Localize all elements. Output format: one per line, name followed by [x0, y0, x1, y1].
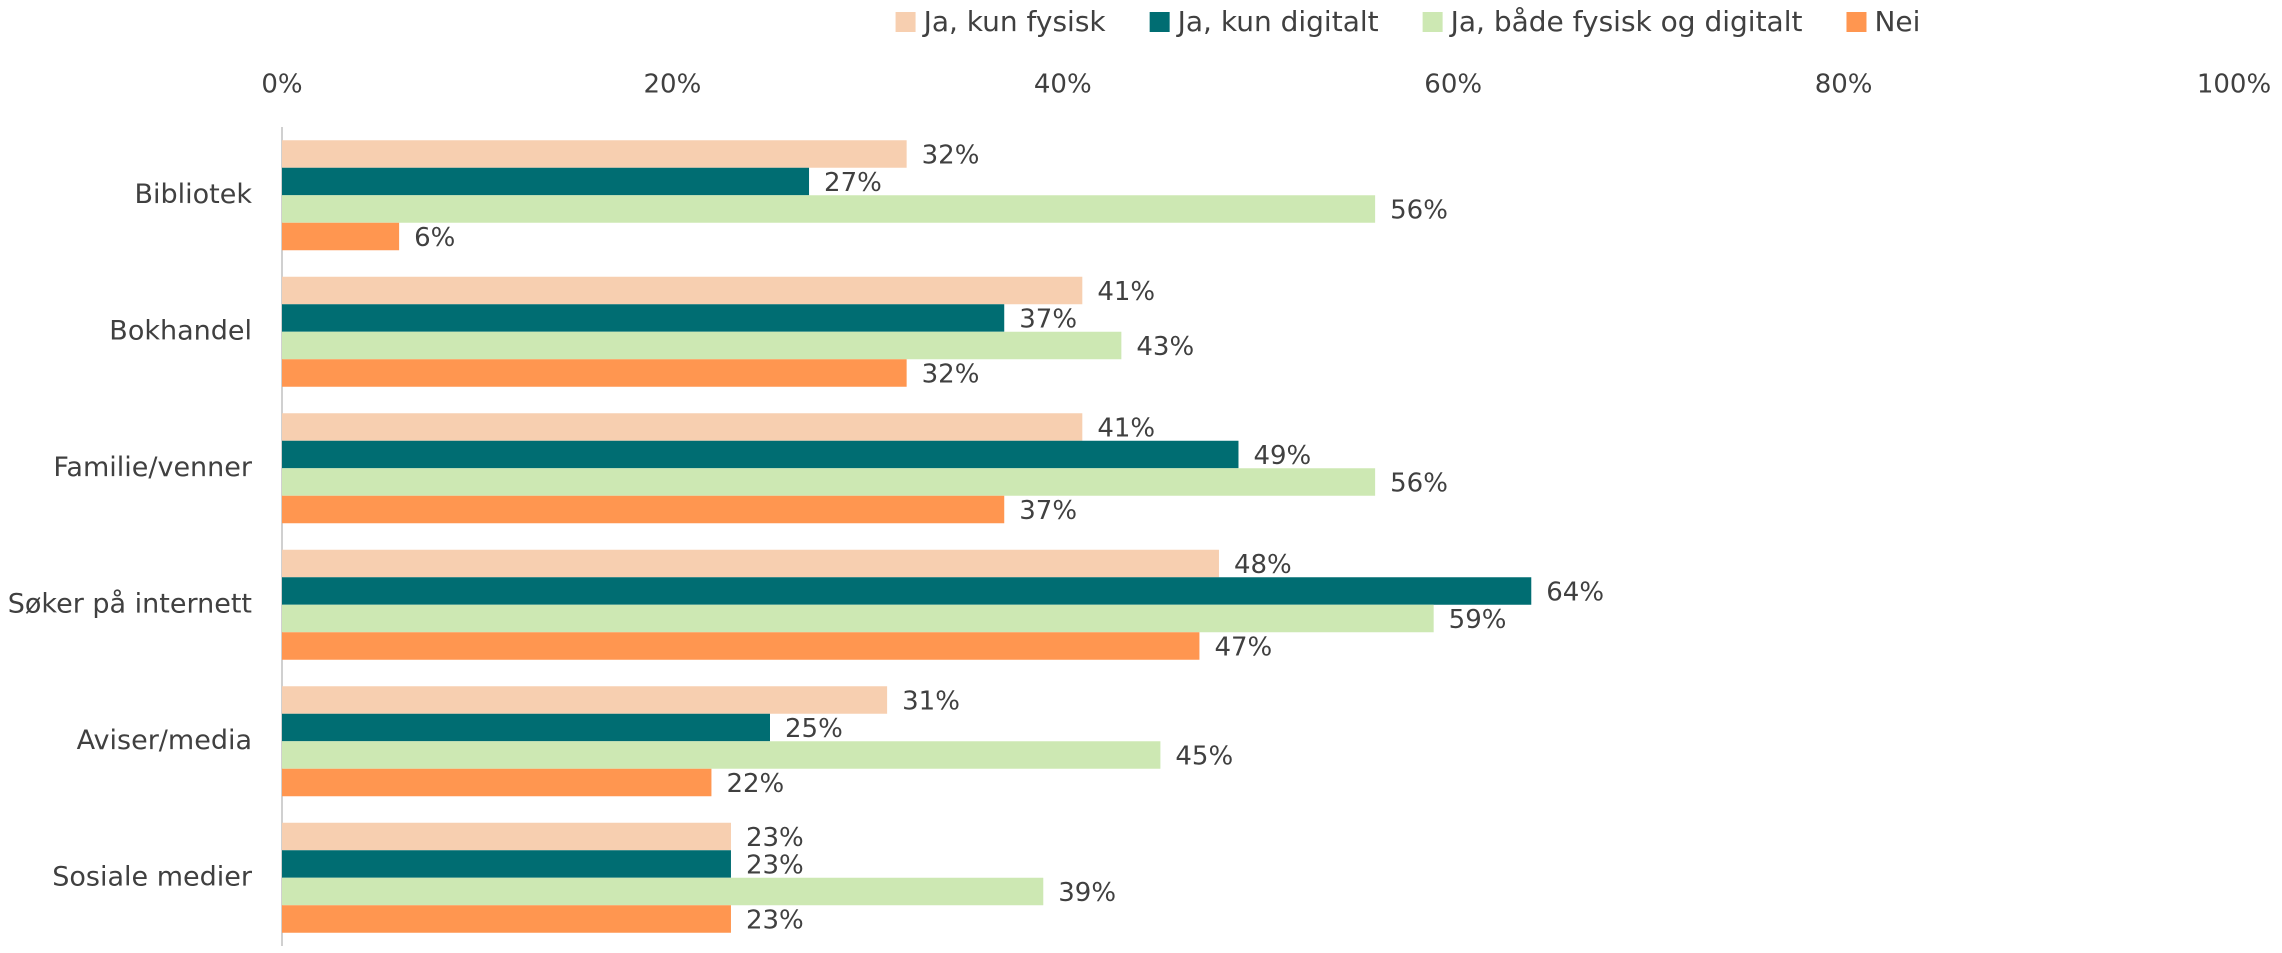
bar: [282, 495, 1005, 524]
value-label: 23%: [746, 851, 804, 881]
bar: [282, 222, 400, 251]
category-label: Aviser/media: [77, 725, 252, 756]
value-label: 23%: [746, 906, 804, 936]
bar: [282, 140, 907, 168]
legend-label: Ja, kun fysisk: [922, 5, 1107, 38]
value-label: 56%: [1390, 196, 1448, 226]
x-tick-label: 100%: [2197, 70, 2271, 100]
x-tick-label: 40%: [1034, 70, 1092, 100]
bar: [282, 822, 731, 851]
legend-swatch: [1149, 12, 1170, 32]
value-label: 27%: [824, 168, 882, 198]
bar: [282, 713, 770, 742]
bar: [282, 577, 1532, 605]
value-label: 43%: [1136, 332, 1194, 362]
category-label: Bokhandel: [109, 315, 252, 346]
bar: [282, 850, 731, 878]
value-label: 47%: [1214, 633, 1272, 663]
value-label: 23%: [746, 823, 804, 853]
bar: [282, 195, 1376, 223]
category-label: Søker på internett: [8, 588, 252, 619]
bar: [282, 276, 1083, 305]
value-label: 6%: [414, 223, 455, 253]
x-tick-label: 0%: [261, 70, 302, 100]
bar: [282, 304, 1005, 332]
bar: [282, 604, 1434, 633]
value-label: 59%: [1449, 605, 1507, 635]
x-tick-label: 80%: [1815, 70, 1873, 100]
bar: [282, 359, 907, 387]
bar: [282, 549, 1219, 578]
bar: [282, 468, 1376, 496]
value-label: 41%: [1097, 277, 1155, 307]
bar: [282, 331, 1122, 360]
value-label: 32%: [922, 141, 980, 171]
bar: [282, 741, 1161, 769]
bar: [282, 413, 1083, 441]
value-label: 64%: [1546, 578, 1604, 608]
bar: [282, 905, 731, 933]
legend-swatch: [895, 12, 916, 32]
legend-label: Ja, både fysisk og digitalt: [1449, 5, 1803, 38]
bar: [282, 167, 810, 196]
category-label: Familie/venner: [53, 452, 253, 483]
legend-swatch: [1422, 12, 1443, 32]
value-label: 56%: [1390, 469, 1448, 499]
legend-label: Nei: [1874, 5, 1920, 38]
value-label: 22%: [726, 769, 784, 799]
category-label: Bibliotek: [134, 179, 252, 210]
legend-swatch: [1846, 12, 1867, 32]
x-tick-label: 20%: [644, 70, 702, 100]
value-label: 37%: [1019, 305, 1077, 335]
bar: [282, 768, 712, 797]
category-label: Sosiale medier: [52, 861, 253, 892]
value-label: 48%: [1234, 550, 1292, 580]
value-label: 37%: [1019, 496, 1077, 526]
legend-label: Ja, kun digitalt: [1176, 5, 1379, 38]
value-label: 45%: [1175, 742, 1233, 772]
bar: [282, 632, 1200, 660]
value-label: 31%: [902, 687, 960, 717]
bar: [282, 686, 888, 714]
value-label: 25%: [785, 714, 843, 744]
bar: [282, 877, 1044, 906]
value-label: 41%: [1097, 414, 1155, 444]
x-tick-label: 60%: [1424, 70, 1482, 100]
value-label: 39%: [1058, 878, 1116, 908]
value-label: 49%: [1253, 441, 1311, 471]
value-label: 32%: [922, 360, 980, 390]
bar: [282, 440, 1239, 469]
